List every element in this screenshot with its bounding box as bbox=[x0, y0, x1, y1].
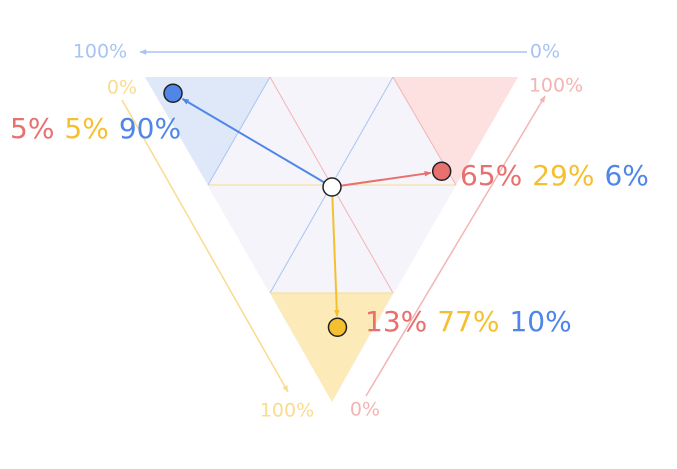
value-label-part: 5% bbox=[10, 112, 54, 145]
value-label-part: 13% bbox=[365, 305, 427, 338]
arrow bbox=[331, 170, 432, 188]
origin-point bbox=[322, 177, 342, 197]
data-point bbox=[327, 317, 348, 337]
value-label: 13% 77% 10% bbox=[365, 305, 572, 338]
value-label: 65% 29% 6% bbox=[460, 159, 649, 192]
axis-tick-label: 100% bbox=[73, 41, 127, 63]
value-label-part: 5% bbox=[64, 112, 108, 145]
value-label-part: 10% bbox=[509, 305, 571, 338]
data-point bbox=[163, 83, 183, 103]
value-label-part: 65% bbox=[460, 159, 522, 192]
value-label-part: 77% bbox=[437, 305, 499, 338]
value-label-part: 90% bbox=[119, 112, 181, 145]
value-label-part: 29% bbox=[532, 159, 594, 192]
arrow bbox=[181, 97, 333, 188]
axis-tick-label: 0% bbox=[350, 399, 380, 421]
axis-tick-label: 100% bbox=[529, 75, 583, 97]
value-label-part: 6% bbox=[604, 159, 648, 192]
value-label: 5% 5% 90% bbox=[10, 112, 181, 145]
data-point bbox=[431, 161, 452, 181]
arrow bbox=[331, 186, 340, 317]
axis-tick-label: 0% bbox=[530, 41, 560, 63]
axis-tick-label: 100% bbox=[260, 400, 314, 422]
axis-line bbox=[365, 95, 546, 397]
axis-tick-label: 0% bbox=[107, 77, 137, 99]
axis-line bbox=[121, 99, 289, 393]
